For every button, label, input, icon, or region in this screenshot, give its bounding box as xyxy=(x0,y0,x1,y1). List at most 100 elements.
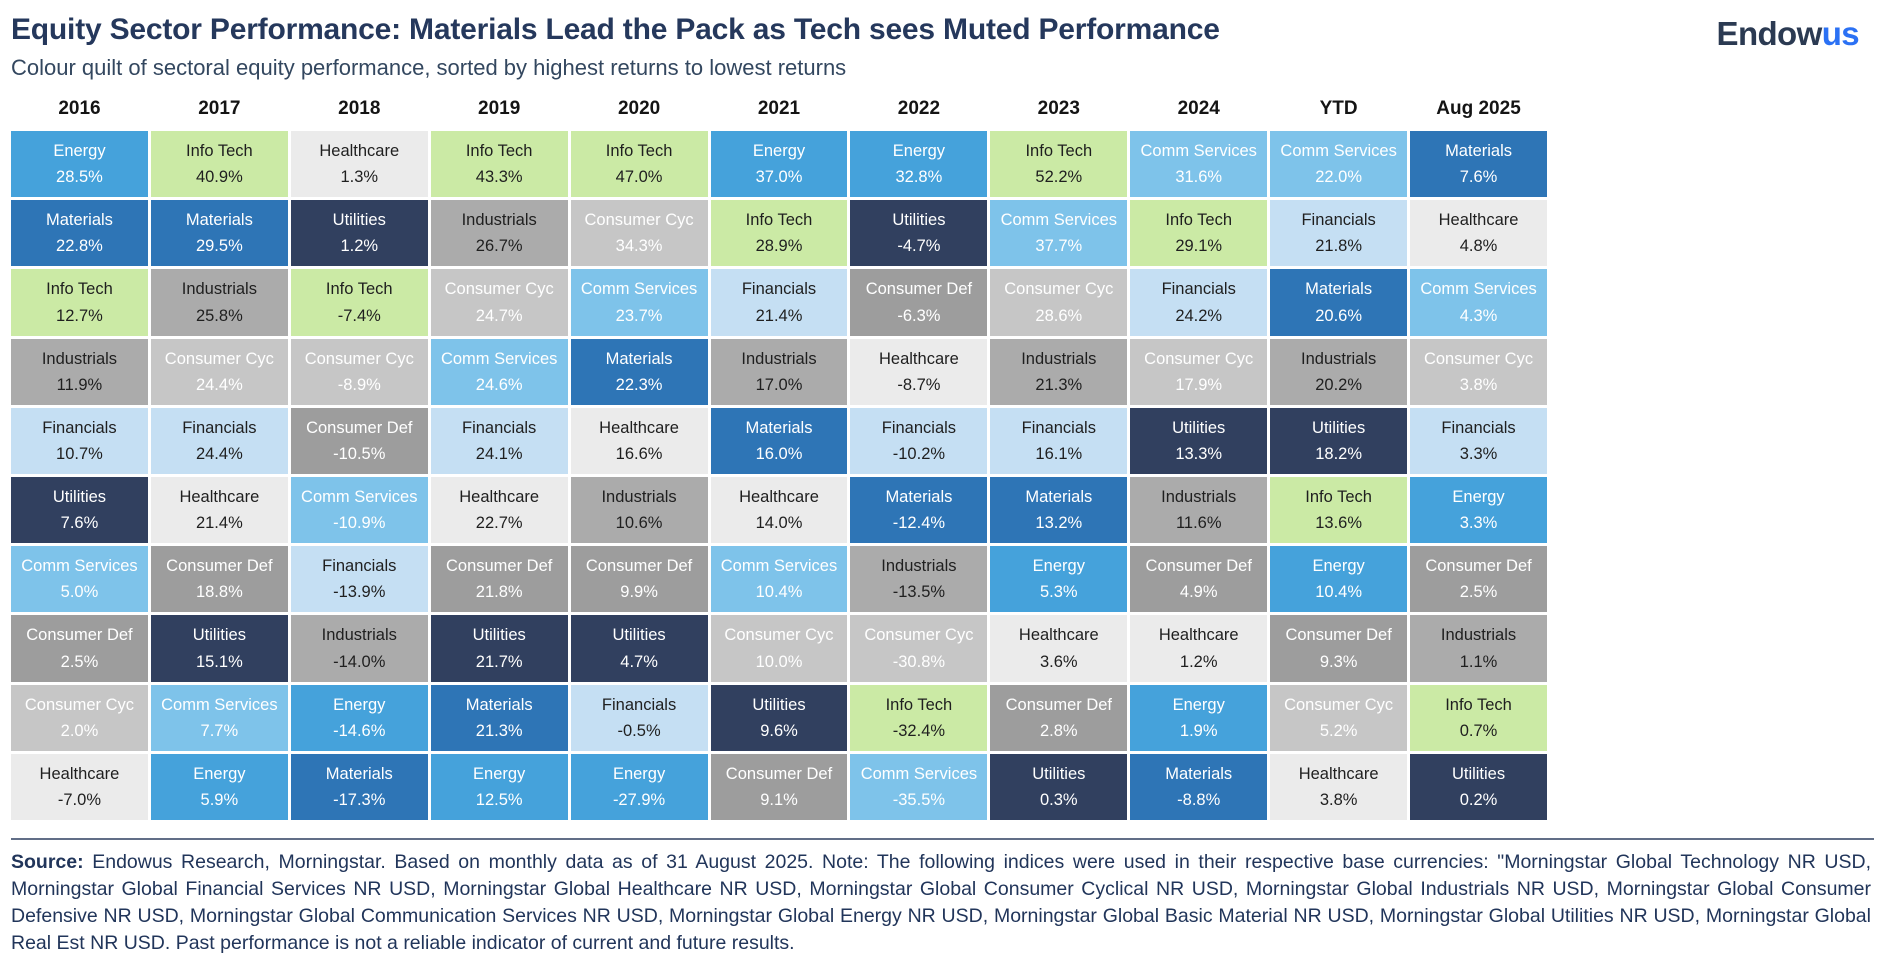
logo-text-blue: us xyxy=(1821,15,1860,52)
cell-sector-label: Consumer Cyc xyxy=(1144,349,1254,368)
quilt-cell-aug-2025-materials: Materials 7.6% xyxy=(1410,131,1547,198)
column-header-aug-2025: Aug 2025 xyxy=(1436,98,1521,119)
cell-sector-label: Financials xyxy=(741,280,817,299)
quilt-cell-2016-info-tech: Info Tech 12.7% xyxy=(11,269,148,336)
cell-sector-label: Consumer Cyc xyxy=(304,349,414,368)
cell-sector-label: Consumer Def xyxy=(1005,695,1112,714)
quilt-cell-2016-consumer-cyc: Consumer Cyc 2.0% xyxy=(11,684,148,751)
cell-return-value: 2.0% xyxy=(60,721,99,740)
cell-return-value: -10.9% xyxy=(333,514,386,533)
cell-return-value: 21.8% xyxy=(475,583,523,602)
cell-sector-label: Energy xyxy=(892,142,946,160)
quilt-cell-2020-consumer-def: Consumer Def 9.9% xyxy=(570,546,708,613)
cell-sector-label: Materials xyxy=(45,211,113,230)
cell-sector-label: Consumer Def xyxy=(1145,557,1252,576)
cell-sector-label: Energy xyxy=(1172,695,1225,714)
cell-sector-label: Consumer Def xyxy=(166,557,273,576)
cell-return-value: 23.7% xyxy=(615,306,663,325)
cell-sector-label: Industrials xyxy=(321,626,397,645)
quilt-cell-2020-consumer-cyc: Consumer Cyc 34.3% xyxy=(570,200,708,267)
cell-sector-label: Financials xyxy=(1161,280,1236,299)
cell-return-value: 31.6% xyxy=(1175,168,1223,187)
quilt-cell-ytd-utilities: Utilities 18.2% xyxy=(1270,407,1408,474)
quilt-cell-aug-2025-consumer-def: Consumer Def 2.5% xyxy=(1410,546,1547,613)
cell-return-value: 20.2% xyxy=(1315,375,1363,394)
quilt-cell-2022-comm-services: Comm Services -35.5% xyxy=(850,753,988,820)
cell-return-value: 24.4% xyxy=(195,444,243,463)
quilt-cell-2022-industrials: Industrials -13.5% xyxy=(850,546,988,613)
cell-sector-label: Consumer Cyc xyxy=(1284,695,1394,714)
cell-return-value: 4.9% xyxy=(1179,583,1218,602)
quilt-cell-2020-info-tech: Info Tech 47.0% xyxy=(570,131,708,198)
cell-sector-label: Comm Services xyxy=(440,349,558,368)
quilt-cell-2018-industrials: Industrials -14.0% xyxy=(290,615,428,682)
cell-return-value: 17.9% xyxy=(1175,375,1223,394)
cell-sector-label: Comm Services xyxy=(580,280,698,299)
cell-sector-label: Materials xyxy=(605,349,673,368)
quilt-cell-2021-industrials: Industrials 17.0% xyxy=(710,338,848,405)
cell-sector-label: Industrials xyxy=(1440,626,1517,645)
quilt-cell-aug-2025-industrials: Industrials 1.1% xyxy=(1410,615,1547,682)
cell-return-value: 2.8% xyxy=(1040,721,1078,740)
quilt-cell-2023-healthcare: Healthcare 3.6% xyxy=(990,615,1128,682)
cell-return-value: -17.3% xyxy=(333,790,386,809)
column-header-2019: 2019 xyxy=(478,98,521,119)
cell-sector-label: Financials xyxy=(462,418,537,437)
cell-return-value: 24.1% xyxy=(475,444,523,463)
quilt-cell-2017-healthcare: Healthcare 21.4% xyxy=(150,476,288,544)
cell-sector-label: Energy xyxy=(193,764,246,783)
cell-return-value: 43.3% xyxy=(475,168,523,187)
column-header-ytd: YTD xyxy=(1319,98,1358,119)
column-header-2020: 2020 xyxy=(617,98,661,119)
quilt-cell-2016-energy: Energy 28.5% xyxy=(11,131,148,198)
cell-return-value: 5.2% xyxy=(1319,721,1358,740)
cell-return-value: 0.3% xyxy=(1040,790,1078,809)
cell-return-value: 13.2% xyxy=(1035,514,1083,533)
column-header-2018: 2018 xyxy=(338,98,381,119)
source-text: Endowus Research, Morningstar. Based on … xyxy=(11,850,1871,954)
quilt-cell-2017-utilities: Utilities 15.1% xyxy=(150,615,288,682)
cell-return-value: 28.6% xyxy=(1035,306,1083,325)
quilt-cell-2022-financials: Financials -10.2% xyxy=(850,407,988,474)
cell-sector-label: Energy xyxy=(752,142,806,160)
quilt-cell-aug-2025-healthcare: Healthcare 4.8% xyxy=(1410,200,1547,267)
quilt-cell-ytd-consumer-def: Consumer Def 9.3% xyxy=(1270,615,1408,682)
cell-sector-label: Utilities xyxy=(192,626,246,645)
quilt-cell-aug-2025-energy: Energy 3.3% xyxy=(1410,476,1547,544)
cell-sector-label: Energy xyxy=(1312,557,1365,576)
quilt-cell-2018-consumer-def: Consumer Def -10.5% xyxy=(290,407,428,474)
cell-sector-label: Consumer Def xyxy=(725,764,833,783)
cell-sector-label: Utilities xyxy=(52,487,107,506)
quilt-cell-2019-materials: Materials 21.3% xyxy=(430,684,568,751)
cell-return-value: 12.7% xyxy=(56,306,103,325)
cell-sector-label: Utilities xyxy=(1032,764,1086,783)
cell-sector-label: Financials xyxy=(881,418,957,437)
cell-return-value: -27.9% xyxy=(612,790,666,809)
cell-sector-label: Utilities xyxy=(892,211,946,230)
cell-return-value: 11.6% xyxy=(1175,514,1222,533)
cell-return-value: 1.9% xyxy=(1179,721,1218,740)
cell-sector-label: Materials xyxy=(1165,764,1233,783)
quilt-cell-2017-consumer-cyc: Consumer Cyc 24.4% xyxy=(150,338,288,405)
cell-sector-label: Materials xyxy=(1445,142,1512,160)
cell-sector-label: Info Tech xyxy=(1165,211,1233,230)
cell-sector-label: Materials xyxy=(325,764,393,783)
quilt-cell-2017-comm-services: Comm Services 7.7% xyxy=(150,684,288,751)
cell-sector-label: Materials xyxy=(885,487,953,506)
quilt-cell-2024-comm-services: Comm Services 31.6% xyxy=(1130,131,1268,198)
quilt-cell-2021-comm-services: Comm Services 10.4% xyxy=(710,546,848,613)
quilt-cell-2016-comm-services: Comm Services 5.0% xyxy=(11,546,148,613)
endowus-logo: Endowus xyxy=(1717,15,1860,52)
cell-sector-label: Industrials xyxy=(41,349,118,368)
cell-sector-label: Industrials xyxy=(1301,349,1377,368)
cell-sector-label: Comm Services xyxy=(161,695,278,714)
quilt-cell-2024-energy: Energy 1.9% xyxy=(1130,684,1268,751)
cell-return-value: 24.6% xyxy=(475,375,523,394)
cell-sector-label: Comm Services xyxy=(301,487,418,506)
cell-sector-label: Consumer Def xyxy=(26,626,133,645)
column-header-2022: 2022 xyxy=(897,98,941,119)
cell-sector-label: Info Tech xyxy=(46,280,113,299)
cell-return-value: 5.0% xyxy=(60,583,99,602)
quilt-cell-2021-healthcare: Healthcare 14.0% xyxy=(710,476,848,544)
cell-return-value: -12.4% xyxy=(892,514,946,533)
